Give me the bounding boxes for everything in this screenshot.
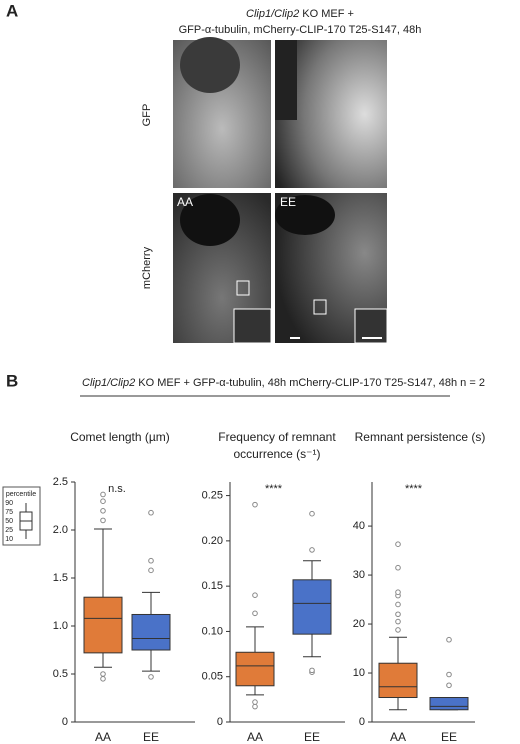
outlier <box>252 592 258 599</box>
panel-title: Clip1/Clip2 KO MEF + <box>246 8 354 20</box>
outlier <box>148 557 154 564</box>
y-tick-label: 0.05 <box>202 671 223 683</box>
panel-title-line2: GFP-α-tubulin, mCherry-CLIP-170 T25-S147… <box>179 24 422 36</box>
legend-percentile: 25 <box>5 527 13 534</box>
y-tick-label: 40 <box>353 520 365 532</box>
inset <box>233 308 272 344</box>
roi-box <box>313 299 327 315</box>
chart-title: occurrence (s⁻¹) <box>233 447 320 461</box>
panel-label: B <box>6 371 18 390</box>
significance: **** <box>265 483 283 495</box>
y-tick-label: 0 <box>359 716 365 728</box>
outlier <box>395 541 401 548</box>
legend-title: percentile <box>6 491 36 498</box>
outlier <box>252 610 258 617</box>
header-italic: Clip1/Clip2 <box>82 377 135 389</box>
roi-box <box>236 280 250 296</box>
x-tick-label: EE <box>304 730 320 744</box>
outlier <box>252 703 258 710</box>
y-tick-label: 1.0 <box>53 620 68 632</box>
box <box>131 613 171 651</box>
nucleus <box>275 195 335 235</box>
y-tick-label: 2.0 <box>53 524 68 536</box>
chart-title: Comet length (µm) <box>70 430 170 444</box>
box <box>429 697 469 711</box>
outlier <box>100 676 106 682</box>
outlier <box>309 667 315 674</box>
nucleus <box>180 37 240 93</box>
outlier <box>100 671 106 677</box>
y-tick-label: 0.25 <box>202 489 223 501</box>
legend-percentile: 50 <box>5 518 13 525</box>
outlier <box>252 699 258 705</box>
outlier <box>395 564 401 571</box>
y-tick-label: 0 <box>217 716 223 728</box>
outlier <box>100 508 106 514</box>
nucleus <box>180 194 240 246</box>
significance: **** <box>405 483 423 495</box>
outlier <box>100 491 106 498</box>
y-tick-label: 0 <box>62 716 68 728</box>
y-tick-label: 0.20 <box>202 535 223 547</box>
y-tick-label: 0.15 <box>202 580 223 592</box>
outlier <box>309 547 315 553</box>
box <box>378 662 418 699</box>
image-label: EE <box>280 195 296 209</box>
chart-title: Frequency of remnant <box>218 430 336 444</box>
y-tick-label: 30 <box>353 569 365 581</box>
outlier <box>395 589 401 596</box>
header-rest: KO MEF + GFP-α-tubulin, 48h mCherry-CLIP… <box>135 377 485 389</box>
box <box>235 651 275 687</box>
outlier <box>395 618 401 625</box>
title-italic: Clip1/Clip2 <box>246 8 299 20</box>
y-tick-label: 2.5 <box>53 476 68 488</box>
outlier <box>395 627 401 633</box>
x-tick-label: EE <box>441 730 457 744</box>
box <box>83 596 123 654</box>
row-label: mCherry <box>141 246 153 289</box>
outlier <box>309 510 315 517</box>
x-tick-label: AA <box>390 730 406 744</box>
x-tick-label: AA <box>95 730 111 744</box>
outlier <box>395 601 401 608</box>
significance: n.s. <box>108 483 126 495</box>
outlier <box>446 671 452 678</box>
chart-title: Remnant persistence (s) <box>355 430 486 444</box>
outlier <box>148 567 154 574</box>
image-label: AA <box>177 195 193 209</box>
outlier <box>395 611 401 618</box>
outlier <box>100 498 106 505</box>
panel-label: A <box>6 1 18 20</box>
box <box>292 579 332 635</box>
row-label: GFP <box>141 104 153 127</box>
outlier <box>100 517 106 524</box>
outlier <box>252 501 258 508</box>
outlier <box>148 674 154 680</box>
title-rest: KO MEF + <box>299 8 354 20</box>
y-tick-label: 20 <box>353 618 365 630</box>
legend-percentile: 10 <box>5 536 13 543</box>
y-tick-label: 10 <box>353 667 365 679</box>
outlier <box>446 682 452 689</box>
y-tick-label: 0.5 <box>53 668 68 680</box>
outlier <box>446 636 452 643</box>
x-tick-label: EE <box>143 730 159 744</box>
legend-percentile: 75 <box>5 509 13 516</box>
y-tick-label: 0.10 <box>202 625 223 637</box>
x-tick-label: AA <box>247 730 263 744</box>
y-tick-label: 1.5 <box>53 572 68 584</box>
outlier <box>148 509 154 516</box>
dark-region <box>275 40 297 120</box>
legend-percentile: 90 <box>5 500 13 507</box>
panel-header: Clip1/Clip2 KO MEF + GFP-α-tubulin, 48h … <box>82 377 485 389</box>
